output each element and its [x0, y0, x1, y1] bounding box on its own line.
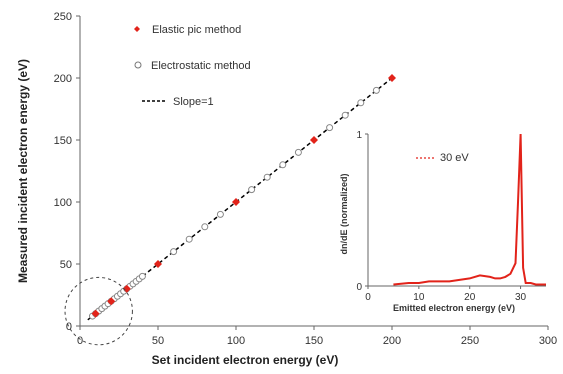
- inset-y-label: dn/dE (normalized): [339, 173, 349, 254]
- legend: Elastic pic method Electrostatic method …: [134, 24, 251, 108]
- x-axis-label: Set incident electron energy (eV): [152, 353, 339, 367]
- electrostatic-point: [263, 173, 271, 181]
- inset-chart: 0 10 20 30 0 1 30 eV Emitted electron energy …: [335, 124, 547, 324]
- legend-label-elastic: Elastic pic method: [152, 24, 241, 36]
- inset-x-tick-label: 30: [515, 292, 527, 303]
- inset-x-label: Emitted electron energy (eV): [393, 303, 515, 313]
- inset-x-tick-label: 0: [365, 292, 371, 303]
- elastic-pic-point: [107, 297, 116, 306]
- main-data-points: [88, 74, 396, 320]
- electrostatic-point: [279, 161, 287, 169]
- electrostatic-point: [185, 235, 193, 243]
- electrostatic-point: [341, 111, 349, 119]
- x-tick-label: 100: [227, 335, 245, 347]
- y-tick-label: 200: [54, 73, 72, 85]
- legend-marker-elastic: [134, 26, 140, 32]
- inset-x-tick-label: 20: [464, 292, 476, 303]
- y-tick-label: 50: [60, 259, 72, 271]
- electrostatic-point: [372, 86, 380, 94]
- electrostatic-point: [326, 124, 334, 132]
- inset-background: [335, 124, 547, 324]
- electrostatic-point: [248, 186, 256, 194]
- legend-label-slope: Slope=1: [173, 96, 214, 108]
- electrostatic-point: [201, 223, 209, 231]
- x-tick-label: 0: [77, 335, 83, 347]
- y-tick-label: 0: [66, 321, 72, 333]
- x-tick-label: 150: [305, 335, 323, 347]
- x-tick-label: 250: [461, 335, 479, 347]
- electrostatic-point: [357, 99, 365, 107]
- y-tick-label: 100: [54, 197, 72, 209]
- zoom-circle-annotation: [64, 276, 133, 346]
- legend-label-electrostatic: Electrostatic method: [151, 60, 251, 72]
- y-tick-label: 150: [54, 135, 72, 147]
- y-tick-label: 250: [54, 11, 72, 23]
- electrostatic-point: [294, 148, 302, 156]
- elastic-pic-point: [388, 74, 396, 82]
- elastic-pic-point: [122, 284, 131, 293]
- elastic-pic-point: [154, 260, 162, 268]
- x-tick-label: 50: [152, 335, 164, 347]
- elastic-pic-point: [91, 309, 100, 318]
- inset-spectrum-line: [393, 133, 546, 286]
- electrostatic-point: [216, 210, 224, 218]
- x-tick-label: 200: [383, 335, 401, 347]
- elastic-pic-point: [310, 136, 318, 144]
- zoom-circle: [64, 276, 133, 346]
- y-axis-label: Measured incident electron energy (eV): [16, 59, 30, 283]
- inset-legend-label: 30 eV: [440, 152, 469, 164]
- electrostatic-point: [138, 272, 146, 280]
- x-tick-label: 300: [539, 335, 557, 347]
- inset-ticks: 0 10 20 30 0 1: [356, 130, 526, 303]
- inset-x-tick-label: 10: [413, 292, 425, 303]
- inset-y-tick-label: 1: [356, 130, 362, 141]
- inset-y-tick-label: 0: [356, 282, 362, 293]
- elastic-pic-point: [232, 198, 240, 206]
- legend-marker-electrostatic: [134, 61, 142, 69]
- electrostatic-point: [170, 248, 178, 256]
